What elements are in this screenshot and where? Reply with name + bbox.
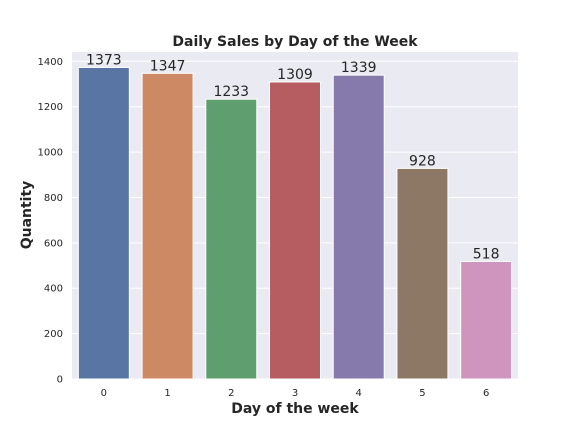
- bar-day-1: [142, 73, 193, 379]
- x-tick-label: 3: [292, 388, 298, 399]
- chart-title: Daily Sales by Day of the Week: [172, 34, 418, 50]
- bar-day-3: [270, 82, 321, 379]
- x-tick-label: 4: [356, 388, 362, 399]
- y-tick-label: 1400: [38, 57, 63, 68]
- y-tick-label: 1000: [38, 148, 63, 159]
- data-label-day-3: 1309: [277, 67, 313, 83]
- data-label-day-0: 1373: [86, 52, 122, 68]
- y-tick-label: 0: [57, 375, 63, 386]
- x-tick-label: 1: [164, 388, 170, 399]
- bar-day-0: [78, 67, 129, 379]
- y-tick-label: 400: [44, 284, 63, 295]
- bar-day-4: [333, 75, 384, 379]
- y-tick-label: 200: [44, 329, 63, 340]
- x-tick-label: 2: [228, 388, 234, 399]
- y-axis-label: Quantity: [19, 181, 35, 250]
- data-label-day-4: 1339: [341, 60, 377, 76]
- y-tick-label: 800: [44, 193, 63, 204]
- x-axis-ticks: 0 1 2 3 4 5 6: [101, 388, 490, 399]
- bar-day-5: [397, 168, 448, 379]
- x-axis-label: Day of the week: [231, 401, 359, 417]
- data-label-day-5: 928: [409, 153, 436, 169]
- bar-day-6: [461, 261, 512, 379]
- data-label-day-6: 518: [473, 246, 500, 262]
- data-label-day-2: 1233: [213, 84, 249, 100]
- x-tick-label: 6: [483, 388, 489, 399]
- x-tick-label: 5: [419, 388, 425, 399]
- x-tick-label: 0: [101, 388, 107, 399]
- data-label-day-1: 1347: [150, 58, 186, 74]
- bar-day-2: [206, 99, 257, 379]
- y-tick-label: 1200: [38, 102, 63, 113]
- y-axis-ticks: 0 200 400 600 800 1000 1200 1400: [38, 57, 63, 386]
- y-tick-label: 600: [44, 238, 63, 249]
